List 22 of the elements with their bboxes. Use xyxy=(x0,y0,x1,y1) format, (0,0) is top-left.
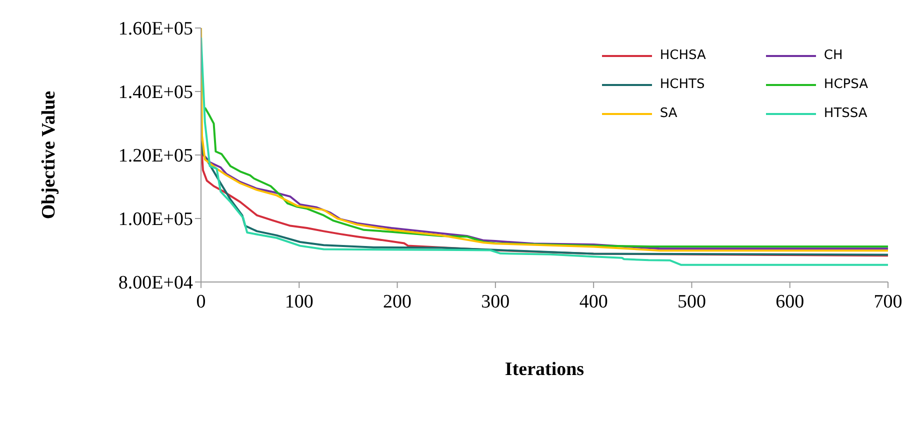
y-tick-label: 1.00E+05 xyxy=(118,209,193,230)
legend-label: HCPSA xyxy=(824,77,868,92)
x-axis-title: Iterations xyxy=(504,359,584,380)
x-tick-label: 300 xyxy=(481,291,510,312)
x-tick-label: 600 xyxy=(776,291,804,312)
legend-label: CH xyxy=(824,48,843,63)
y-tick-label: 8.00E+04 xyxy=(118,272,194,294)
y-axis-title: Objective Value xyxy=(38,90,60,220)
x-tick-label: 200 xyxy=(383,291,412,312)
y-tick-label: 1.40E+05 xyxy=(118,82,193,104)
x-tick-label: 500 xyxy=(677,291,706,312)
legend-label: HTSSA xyxy=(824,106,868,121)
x-tick-label: 700 xyxy=(874,291,902,312)
legend-label: SA xyxy=(660,106,678,121)
x-tick-label: 0 xyxy=(196,291,206,312)
legend-label: HCHTS xyxy=(660,77,705,92)
y-tick-label: 1.20E+05 xyxy=(118,146,193,167)
line-series xyxy=(204,106,888,248)
y-tick-label: 1.60E+05 xyxy=(118,18,193,40)
x-tick-label: 100 xyxy=(284,291,314,312)
x-tick-label: 400 xyxy=(579,291,608,312)
legend-label: HCHSA xyxy=(660,48,706,63)
